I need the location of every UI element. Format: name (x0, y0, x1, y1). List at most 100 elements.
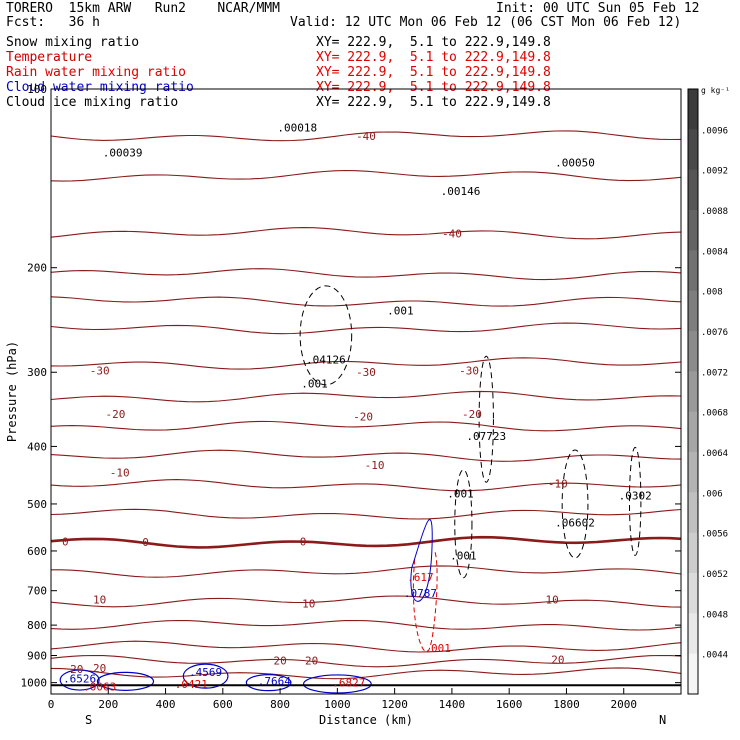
cloud-water-contour (410, 519, 433, 602)
y-tick-label: 1000 (21, 677, 48, 690)
cloud-water-value-label: .7664 (258, 675, 291, 688)
colorbar-label: .0088 (701, 207, 728, 217)
isotherm-line (50, 169, 682, 182)
colorbar-segment (688, 532, 698, 574)
temperature-label: -40 (356, 130, 376, 143)
x-tick-label: 1600 (496, 698, 523, 711)
isotherm-line (50, 535, 682, 549)
snow-contour (628, 446, 642, 556)
colorbar-label: .0064 (701, 449, 728, 459)
colorbar-label: .0076 (701, 328, 728, 338)
colorbar-segment (688, 653, 698, 695)
snow-value-label: .00050 (555, 156, 595, 169)
cloud-water-value-label: .0787 (404, 587, 437, 600)
temperature-label: 10 (546, 594, 559, 607)
colorbar-segment (688, 290, 698, 332)
isotherm-line (50, 640, 682, 653)
y-tick-label: 200 (27, 262, 47, 275)
colorbar-label: .0056 (701, 530, 728, 540)
snow-value-label: .00039 (103, 147, 143, 160)
temperature-label: 20 (305, 654, 318, 667)
rain-value-label: .6827 (332, 676, 365, 689)
colorbar-segment (688, 411, 698, 453)
isotherm-line (50, 595, 682, 608)
isotherm-line (50, 449, 682, 462)
valid-time: Valid: 12 UTC Mon 06 Feb 12 (06 CST Mon … (290, 15, 682, 30)
isotherm-line (50, 227, 682, 240)
temperature-label: 0 (300, 535, 307, 548)
forecast-hour: Fcst: 36 h (6, 15, 100, 30)
temperature-label: -30 (90, 365, 110, 378)
temperature-label: 20 (93, 662, 106, 675)
colorbar-label: .0084 (701, 247, 728, 257)
cloud-water-contour (245, 674, 292, 692)
y-tick-label: 700 (27, 585, 47, 598)
colorbar-label: .008 (701, 288, 723, 298)
field-legend-name: Rain water mixing ratio (6, 65, 187, 80)
isotherm-line (50, 619, 682, 631)
colorbar-segment (688, 250, 698, 292)
colorbar-segment (688, 210, 698, 251)
plot-frame (50, 88, 682, 695)
temperature-label: 10 (302, 597, 315, 610)
x-tick-label: 1200 (381, 698, 408, 711)
field-legend-name: Snow mixing ratio (6, 35, 140, 50)
cloud-water-contour (96, 671, 155, 691)
temperature-label: -40 (442, 227, 462, 240)
y-axis-label: Pressure (hPa) (5, 341, 19, 442)
cloud-water-contour (182, 663, 229, 689)
isotherm-line (50, 508, 682, 520)
snow-value-label: .001 (301, 377, 328, 390)
isotherm-line (50, 357, 682, 370)
x-tick-label: 1400 (439, 698, 466, 711)
rain-value-label: .617 (407, 571, 434, 584)
temperature-label: -20 (353, 410, 373, 423)
x-tick-label: 200 (98, 698, 118, 711)
isotherm-line (50, 667, 682, 680)
colorbar-segment (688, 331, 698, 372)
temperature-label: -20 (105, 408, 125, 421)
colorbar-label: .006 (701, 489, 723, 499)
snow-contour (299, 285, 353, 386)
snow-contour (561, 449, 589, 559)
temperature-label: 0 (62, 535, 69, 548)
snow-value-label: .001 (447, 488, 474, 501)
rain-contour (412, 550, 438, 653)
y-tick-label: 800 (27, 619, 47, 632)
isotherm-line (50, 420, 682, 432)
field-legend-xy: XY= 222.9, 5.1 to 222.9,149.8 (316, 50, 551, 65)
isotherm-line (50, 479, 682, 492)
model-title: TORERO 15km ARW Run2 NCAR/MMM (6, 1, 280, 16)
isotherm-line (50, 654, 682, 668)
cloud-water-value-label: .4569 (189, 666, 222, 679)
snow-value-label: .06602 (555, 517, 595, 530)
colorbar-label: .0052 (701, 570, 728, 580)
cloud-water-value-label: .6526 (63, 673, 96, 686)
snow-value-label: .00018 (277, 122, 317, 135)
snow-value-label: .04126 (306, 354, 346, 367)
colorbar-segment (688, 492, 698, 534)
x-tick-label: 0 (48, 698, 55, 711)
colorbar-label: .0048 (701, 610, 728, 620)
temperature-label: -20 (462, 408, 482, 421)
temperature-label: -30 (459, 365, 479, 378)
x-tick-label: 400 (156, 698, 176, 711)
colorbar-segment (688, 371, 698, 413)
x-end-label-right: N (659, 713, 666, 727)
rain-value-label: .001 (424, 642, 451, 655)
colorbar-segment (688, 452, 698, 493)
field-legend-xy: XY= 222.9, 5.1 to 222.9,149.8 (316, 80, 551, 95)
y-tick-label: 500 (27, 498, 47, 511)
x-axis-label: Distance (km) (319, 713, 413, 727)
isotherm-line (50, 322, 682, 335)
isotherm-line (50, 268, 682, 281)
y-tick-label: 400 (27, 440, 47, 453)
x-tick-label: 1000 (324, 698, 351, 711)
rain-value-label: .0421 (175, 678, 208, 691)
snow-value-label: .001 (387, 305, 414, 318)
field-legend-name: Temperature (6, 50, 93, 65)
snow-value-label: .07723 (466, 430, 506, 443)
colorbar-label: .0092 (701, 167, 728, 177)
temperature-label: -30 (356, 366, 376, 379)
temperature-label: -10 (365, 459, 385, 472)
